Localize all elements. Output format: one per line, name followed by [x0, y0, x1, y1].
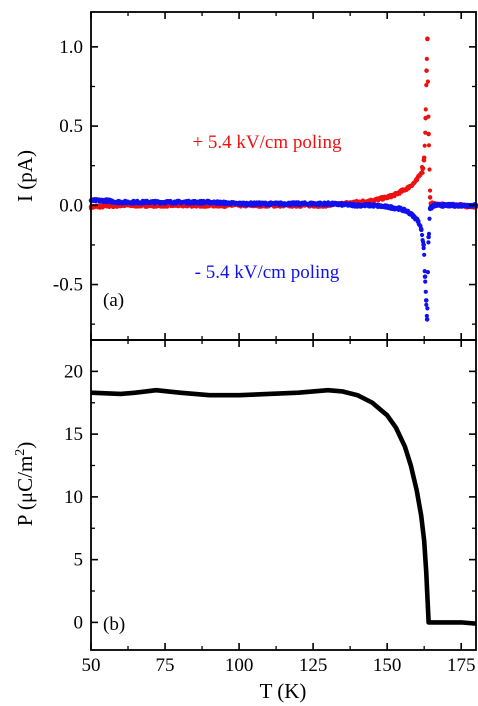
panel-a-point [118, 199, 123, 205]
panel-a-point [421, 155, 427, 161]
panel-a-point [423, 130, 428, 135]
panel-a-data [88, 36, 478, 322]
x-axis-title: T (K) [260, 679, 307, 703]
panel-a-point [426, 143, 432, 148]
panel-a-series-0 [88, 36, 478, 211]
panel-a-point [424, 317, 430, 322]
panel-b-ticks: 0 5 10 15 20 50 75 100 125 150 175 [64, 340, 476, 676]
panel-a-point [424, 83, 429, 88]
panel-a-point [384, 195, 390, 200]
panel-a-point [405, 209, 411, 214]
panel-b-y-tick-label: 5 [74, 550, 84, 571]
annotation-positive-poling: + 5.4 kV/cm poling [192, 132, 341, 153]
panel-a-point [458, 203, 464, 208]
panel-b-y-tick-label: 15 [64, 424, 83, 445]
panel-b-series-0 [90, 387, 477, 626]
panel-b-y-title-end: ) [13, 442, 37, 449]
panel-b-y-title-sup: 2 [13, 449, 28, 456]
panel-a-point [427, 216, 432, 221]
panel-b-label: (b) [103, 614, 125, 635]
annotation-negative-poling: - 5.4 kV/cm poling [195, 262, 340, 283]
panel-a-y-tick-label: 0.0 [59, 195, 83, 216]
panel-a-point [432, 203, 437, 208]
panel-a-point [266, 201, 271, 207]
panel-a-point [355, 203, 360, 208]
panel-a-point [422, 252, 427, 257]
panel-a: -0.5 0.0 0.5 1.0 + 5.4 kV/cm poling - 5.4 k… [13, 11, 478, 341]
panel-b-y-axis-title: P (μC/m2) [13, 442, 37, 527]
panel-a-point [411, 180, 417, 186]
panel-a-point [424, 313, 429, 319]
panel-a-point [325, 201, 331, 207]
panel-a-point [425, 79, 431, 84]
panel-a-point [422, 269, 427, 274]
panel-a-y-tick-label: 0.5 [59, 116, 83, 137]
panel-a-point [425, 306, 430, 311]
panel-a-point [427, 206, 433, 211]
panel-a-label: (a) [103, 290, 124, 311]
panel-a-point [370, 203, 375, 208]
panel-a-point [405, 185, 411, 191]
panel-a-point [422, 274, 428, 279]
panel-a-point [424, 302, 429, 307]
x-tick-label: 75 [156, 655, 175, 676]
panel-a-point [420, 166, 425, 172]
x-tick-label: 50 [82, 655, 101, 676]
panel-a-point [426, 131, 431, 137]
panel-a-y-tick-label: 1.0 [59, 37, 83, 58]
panel-b-y-tick-label: 20 [64, 361, 83, 382]
panel-a-point [426, 234, 431, 240]
panel-a-point [427, 167, 432, 172]
panel-a-point [396, 206, 402, 211]
panel-a-point [422, 143, 427, 148]
panel-a-point [399, 188, 405, 194]
panel-a-point [423, 298, 429, 303]
x-tick-label: 150 [373, 655, 402, 676]
panel-a-point [415, 218, 421, 224]
panel-b-frame [90, 339, 477, 651]
panel-b-y-tick-label: 10 [64, 487, 83, 508]
panel-a-point [423, 279, 428, 284]
panel-a-point [411, 214, 417, 219]
panel-a-point [177, 199, 183, 205]
panel-a-point [414, 177, 420, 183]
panel-a-point [419, 232, 425, 238]
panel-a-point [423, 107, 428, 112]
panel-a-point [147, 199, 153, 205]
panel-a-point [444, 203, 449, 208]
panel-a-point [424, 68, 429, 73]
panel-a-point [426, 240, 431, 245]
x-tick-label: 100 [225, 655, 254, 676]
panel-a-point [425, 36, 430, 42]
panel-a-series-1 [88, 197, 478, 322]
panel-a-point [296, 201, 301, 207]
panel-b-data [90, 387, 477, 626]
panel-b: 0 5 10 15 20 50 75 100 125 150 175 (b) P (μC/m2) T… [13, 339, 477, 703]
panel-a-point [103, 198, 109, 203]
panel-a-point [207, 199, 212, 205]
panel-b-y-title-main: P (μC/m [13, 456, 37, 527]
panel-a-point [421, 246, 426, 251]
panel-a-point [424, 56, 429, 61]
panel-a-point [421, 242, 426, 248]
x-tick-label: 125 [299, 655, 328, 676]
panel-a-point [427, 195, 433, 200]
panel-a-point [423, 289, 428, 294]
panel-a-y-axis-title: I (pA) [13, 150, 37, 202]
panel-a-y-tick-label: -0.5 [53, 275, 83, 296]
panel-a-point [384, 204, 390, 210]
panel-a-point [418, 226, 424, 232]
panel-a-point [427, 188, 433, 193]
panel-b-y-tick-label: 0 [74, 612, 84, 633]
panel-a-point [423, 115, 428, 121]
panel-a-point [370, 198, 375, 203]
x-tick-label: 175 [447, 655, 476, 676]
panel-a-point [417, 172, 423, 178]
panel-a-point [393, 191, 399, 197]
panel-a-point [236, 201, 242, 207]
panel-a-ticks: -0.5 0.0 0.5 1.0 [53, 12, 476, 340]
panel-a-point [425, 270, 431, 275]
